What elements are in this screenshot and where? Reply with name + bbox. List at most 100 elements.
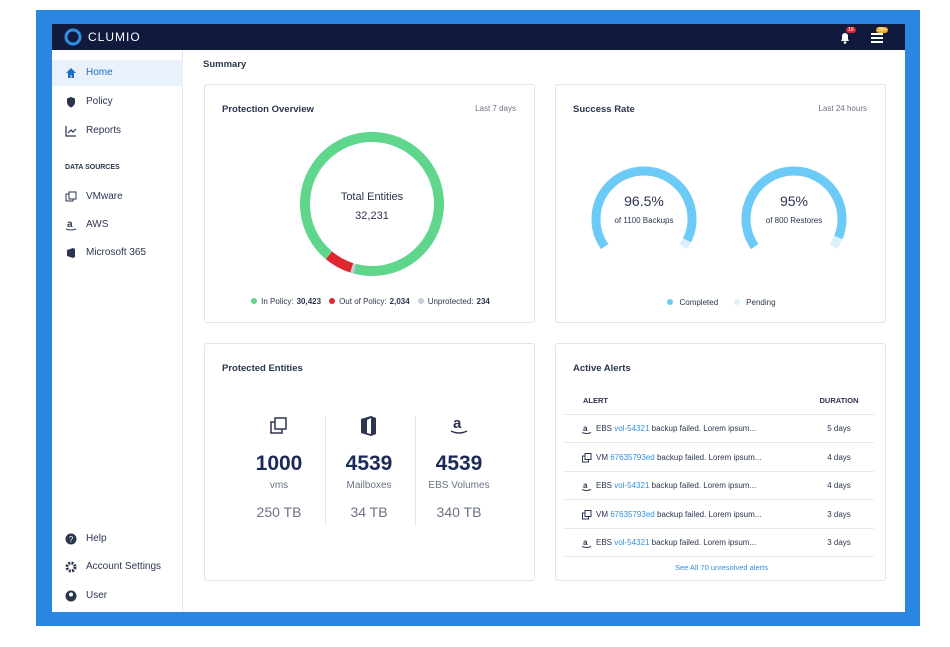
card-title: Active Alerts — [573, 363, 631, 374]
table-header: ALERT DURATION — [564, 387, 874, 415]
nav-label: Help — [86, 533, 107, 544]
divider — [325, 416, 326, 526]
svg-text:a: a — [583, 481, 588, 490]
nav-label: Reports — [86, 125, 122, 136]
duration: 3 days — [827, 538, 851, 547]
alert-row: a EBS vol-54321 backup failed. Lorem ipsu… — [564, 529, 874, 557]
top-bar: CLUMIO 19 99+ — [52, 24, 905, 50]
legend-dot — [251, 298, 258, 304]
nav-item[interactable]: a AWS — [52, 212, 183, 238]
legend-value: 30,423 — [296, 297, 322, 306]
donut-segment — [350, 263, 356, 274]
nav-item[interactable]: Policy — [52, 89, 183, 115]
count: 1000 — [255, 452, 303, 475]
success-rate-card: Success Rate Last 24 hours 96.5% of 1100 … — [555, 84, 886, 323]
card-title: Protection Overview — [222, 104, 314, 115]
count: 4539 — [345, 452, 393, 475]
resource-icon: a — [582, 424, 592, 434]
nav-item[interactable]: VMware — [52, 184, 183, 210]
active-alerts-card: Active Alerts ALERT DURATION a EBS vol-54… — [555, 343, 886, 581]
nav-item[interactable]: Account Settings — [52, 554, 183, 580]
card-title: Protected Entities — [222, 363, 303, 374]
legend-dot — [667, 299, 674, 305]
divider — [415, 416, 416, 526]
brand: CLUMIO — [88, 30, 141, 44]
nav-item[interactable]: Home — [52, 60, 183, 86]
nav-item[interactable]: ? Help — [52, 526, 183, 552]
alert-row: VM 67635793ed backup failed. Lorem ipsum… — [564, 501, 874, 529]
resource-icon: a — [582, 481, 592, 491]
svg-text:?: ? — [69, 535, 74, 544]
alert-row: a EBS vol-54321 backup failed. Lorem ipsu… — [564, 472, 874, 500]
notification-badge: 19 — [846, 27, 856, 33]
alert-text: EBS vol-54321 backup failed. Lorem ipsum… — [596, 472, 756, 500]
sidebar: Home Policy Reports DATA SOURCES VMware … — [52, 50, 183, 612]
office-icon — [361, 416, 376, 436]
icon: ? — [65, 533, 77, 545]
legend-label: Out of Policy: — [339, 297, 387, 306]
bell[interactable] — [838, 30, 852, 44]
resource-link[interactable]: vol-54321 — [614, 424, 650, 433]
card-title: Success Rate — [573, 104, 635, 115]
icon: a — [65, 219, 77, 231]
nav-label: Policy — [86, 96, 113, 107]
icon — [65, 561, 77, 573]
resource-link[interactable]: vol-54321 — [614, 481, 650, 490]
alert-message: backup failed. Lorem ipsum... — [651, 481, 757, 490]
legend-item: Unprotected: 234 — [417, 297, 490, 306]
nav-item[interactable]: User — [52, 583, 183, 609]
nav-item[interactable]: Microsoft 365 — [52, 240, 183, 266]
gauge-fill — [591, 166, 697, 250]
alert-text: VM 67635793ed backup failed. Lorem ipsum… — [596, 501, 761, 529]
gauge-value: 96.5% — [624, 193, 664, 209]
svg-text:a: a — [453, 415, 462, 432]
legend-dot — [417, 298, 424, 304]
gauges: 96.5% of 1100 Backups 95% of 800 Restores — [591, 166, 847, 250]
resource-link[interactable]: 67635793ed — [610, 509, 655, 519]
period: Last 24 hours — [818, 104, 867, 113]
tasks[interactable] — [870, 32, 884, 44]
alert-text: VM 67635793ed backup failed. Lorem ipsum… — [596, 444, 761, 472]
gauge-fill — [741, 166, 847, 250]
duration: 5 days — [827, 424, 851, 433]
protected-entities-card: Protected Entities a 1000 4539 4539 vms … — [204, 343, 535, 581]
donut-segment — [300, 132, 444, 276]
nav-item[interactable]: Reports — [52, 118, 183, 144]
legend-value: 2,034 — [389, 297, 410, 306]
count: 4539 — [435, 452, 483, 475]
resource-link[interactable]: vol-54321 — [614, 538, 650, 547]
legend-label: Unprotected: — [427, 297, 474, 306]
center-label: Total Entities — [341, 191, 404, 203]
resource-type: EBS — [596, 481, 613, 490]
nav-label: VMware — [86, 191, 123, 202]
logo — [64, 28, 82, 46]
alert-message: backup failed. Lorem ipsum... — [656, 452, 762, 462]
see-all-link[interactable]: See All 70 unresolved alerts — [675, 563, 768, 572]
resource-type: EBS — [596, 538, 613, 547]
section-title: DATA SOURCES — [65, 164, 120, 171]
legend-dot — [329, 298, 336, 304]
alert-row: VM 67635793ed backup failed. Lorem ipsum… — [564, 444, 874, 472]
legend-label: In Policy: — [261, 297, 294, 306]
protection-overview-card: Protection Overview Last 7 days Total En… — [204, 84, 535, 323]
svg-text:a: a — [583, 538, 588, 547]
alert-message: backup failed. Lorem ipsum... — [651, 424, 757, 433]
nav-label: Account Settings — [86, 561, 162, 572]
svg-text:a: a — [583, 424, 588, 433]
nav-label: Home — [86, 67, 113, 78]
legend-label: Completed — [679, 298, 719, 307]
alert-message: backup failed. Lorem ipsum... — [651, 538, 757, 547]
nav-label: AWS — [86, 219, 109, 230]
unit: EBS Volumes — [428, 480, 490, 491]
duration: 4 days — [827, 481, 851, 490]
icon — [67, 248, 75, 258]
alert-message: backup failed. Lorem ipsum... — [656, 509, 762, 519]
resource-link[interactable]: 67635793ed — [610, 452, 655, 462]
size: 340 TB — [436, 504, 482, 520]
resource-type: VM — [596, 452, 608, 462]
gauge-value: 95% — [780, 193, 808, 209]
legend: Completed Pending — [556, 298, 887, 307]
svg-text:a: a — [67, 219, 73, 230]
icon — [65, 191, 77, 202]
